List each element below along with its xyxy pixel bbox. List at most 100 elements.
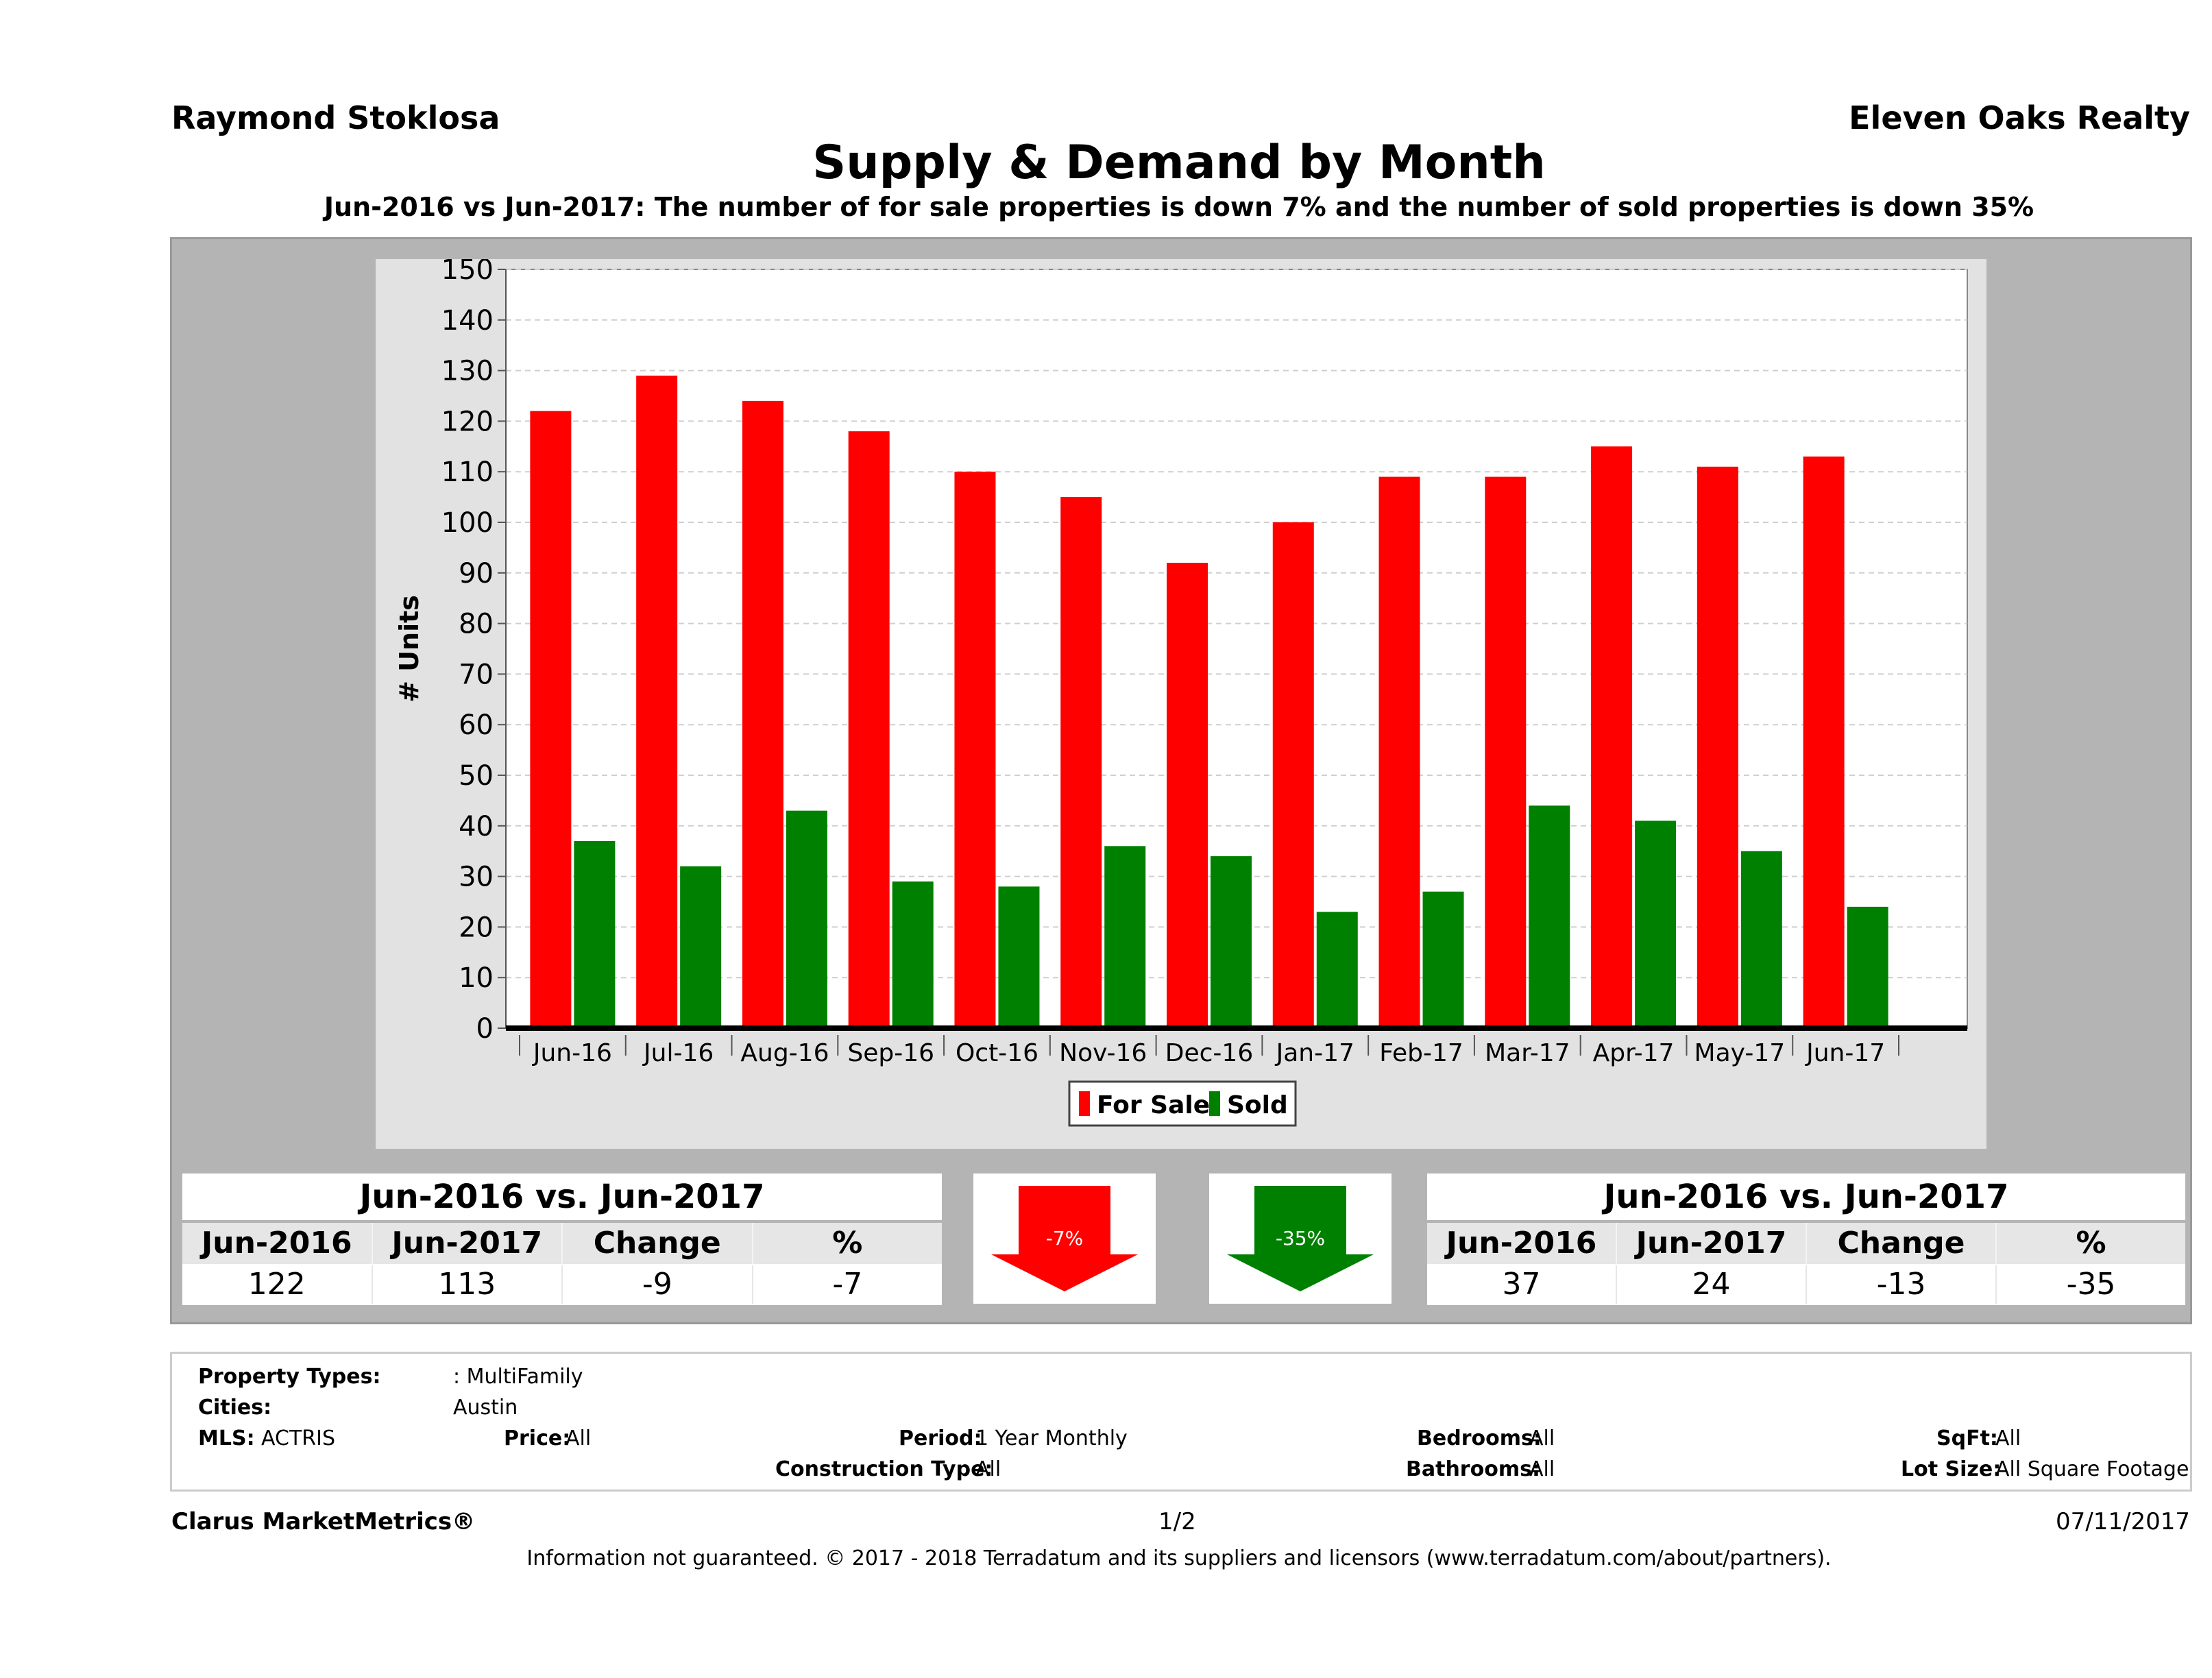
sold-bar (1104, 846, 1146, 1028)
sold-bar (1316, 912, 1358, 1028)
x-tick-label: Oct-16 (956, 1039, 1038, 1067)
sold-stats-table: Jun-2016 vs. Jun-2017 Jun-2016 Jun-2017 … (1427, 1174, 2185, 1305)
y-tick-label: 100 (441, 507, 494, 539)
sold-bar (892, 881, 934, 1028)
period-value: 1 Year Monthly (975, 1426, 1128, 1450)
for-sale-stats-title: Jun-2016 vs. Jun-2017 (182, 1174, 942, 1223)
bathrooms-value: All (1529, 1457, 1555, 1481)
sold-bar (1422, 891, 1464, 1028)
mls-label: MLS: (198, 1426, 255, 1450)
property-types-value: : MultiFamily (453, 1365, 583, 1389)
sold-legend-swatch (1209, 1091, 1220, 1116)
value-cell: 122 (247, 1267, 306, 1302)
sold-bar (1847, 906, 1888, 1028)
for-sale-stats-table: Jun-2016 vs. Jun-2017 Jun-2016 Jun-2017 … (182, 1174, 942, 1305)
sqft-label: SqFt: (1936, 1426, 1998, 1450)
period-label: Period: (899, 1426, 982, 1450)
header-cell: Jun-2016 (1446, 1226, 1597, 1261)
sold-bar (1635, 820, 1677, 1028)
sold-stats-header: Jun-2016 Jun-2017 Change % (1427, 1223, 2185, 1264)
header-cell: Jun-2017 (1616, 1223, 1806, 1264)
value-cell: -35 (1995, 1265, 2185, 1304)
x-tick-label: Apr-17 (1593, 1039, 1675, 1067)
x-tick-label: Aug-16 (740, 1039, 829, 1067)
down-arrow-icon (991, 1186, 1138, 1291)
y-tick-label: 30 (459, 862, 494, 893)
for-sale-legend-swatch (1079, 1091, 1090, 1116)
mls-value: ACTRIS (261, 1426, 336, 1450)
y-tick-label: 90 (459, 558, 494, 589)
sold-bar (1740, 851, 1782, 1028)
value-cell: 113 (371, 1265, 562, 1304)
x-tick-label: Jun-17 (1805, 1039, 1885, 1067)
disclaimer: Information not guaranteed. © 2017 - 201… (526, 1546, 1832, 1570)
header-cell: Jun-2016 (201, 1226, 352, 1261)
brand-name: Clarus MarketMetrics® (171, 1508, 476, 1535)
for-sale-bar (636, 375, 678, 1028)
sold-stats-values: 37 24 -13 -35 (1427, 1265, 2185, 1304)
y-tick-label: 50 (459, 760, 494, 792)
for-sale-legend-label: For Sale (1097, 1091, 1210, 1119)
y-tick-label: 130 (441, 356, 494, 387)
sold-legend-label: Sold (1227, 1091, 1288, 1119)
for-sale-bar (1060, 497, 1102, 1028)
y-tick-label: 40 (459, 811, 494, 842)
sold-bar (998, 886, 1040, 1028)
bar-chart: 0 10 20 30 40 50 60 70 80 90 100 110 120 130 140 150 # U… (394, 259, 1968, 1127)
x-tick-label: Jun-16 (532, 1039, 612, 1067)
price-label: Price: (504, 1426, 571, 1450)
x-tick-label: Jul-16 (642, 1039, 714, 1067)
value-cell: -7 (751, 1265, 943, 1304)
sold-bar (1529, 805, 1570, 1028)
report-date: 07/11/2017 (2056, 1508, 2190, 1535)
value-cell: -9 (561, 1265, 752, 1304)
y-tick-label: 120 (441, 406, 494, 437)
cities-value: Austin (453, 1396, 518, 1420)
cities-label: Cities: (198, 1396, 272, 1420)
down-arrow-icon (1227, 1186, 1374, 1291)
header-cell: Jun-2017 (371, 1223, 562, 1264)
sold-change-label: -35% (1276, 1227, 1325, 1250)
for-sale-bar (1591, 446, 1633, 1028)
x-tick-label: Nov-16 (1059, 1039, 1147, 1067)
company-name: Eleven Oaks Realty (1849, 99, 2190, 136)
for-sale-bar (1485, 476, 1527, 1028)
legend (1068, 1080, 1297, 1127)
property-types-label: Property Types: (198, 1365, 381, 1389)
y-tick-label: 110 (441, 457, 494, 488)
header-cell: % (1995, 1223, 2185, 1264)
y-axis-label: # Units (394, 595, 424, 703)
page-number: 1/2 (1158, 1508, 1196, 1535)
price-value: All (566, 1426, 592, 1450)
y-tick-label: 20 (459, 912, 494, 943)
sold-bar (786, 810, 827, 1028)
agent-name: Raymond Stoklosa (171, 99, 500, 136)
sold-stats-title: Jun-2016 vs. Jun-2017 (1427, 1174, 2185, 1223)
sold-change-indicator: -35% (1209, 1174, 1391, 1304)
header-cell: Change (561, 1223, 752, 1264)
construction-type-value: All (975, 1457, 1001, 1481)
bathrooms-label: Bathrooms: (1406, 1457, 1540, 1481)
x-tick-label: Mar-17 (1485, 1039, 1570, 1067)
lot-size-label: Lot Size: (1901, 1457, 2002, 1481)
sold-bar (574, 840, 616, 1028)
for-sale-bar (1167, 563, 1208, 1028)
construction-type-label: Construction Type: (775, 1457, 993, 1481)
report-subtitle: Jun-2016 vs Jun-2017: The number of for … (324, 192, 2034, 222)
y-tick-label: 70 (459, 659, 494, 690)
y-tick-label: 0 (476, 1013, 494, 1045)
y-tick-label: 150 (441, 259, 494, 286)
header-cell: Change (1806, 1223, 1995, 1264)
for-sale-bar (742, 400, 783, 1028)
value-cell: 24 (1616, 1265, 1806, 1304)
for-sale-change-indicator: -7% (973, 1174, 1156, 1304)
x-tick-label: Jan-17 (1275, 1039, 1354, 1067)
lot-size-value: All Square Footage (1995, 1457, 2189, 1481)
x-tick-label: May-17 (1694, 1039, 1786, 1067)
for-sale-bar (1378, 476, 1420, 1028)
for-sale-change-label: -7% (1046, 1227, 1084, 1250)
sold-bar (680, 866, 722, 1028)
for-sale-bar (954, 472, 996, 1028)
x-tick-label: Sep-16 (847, 1039, 934, 1067)
bedrooms-label: Bedrooms: (1417, 1426, 1542, 1450)
